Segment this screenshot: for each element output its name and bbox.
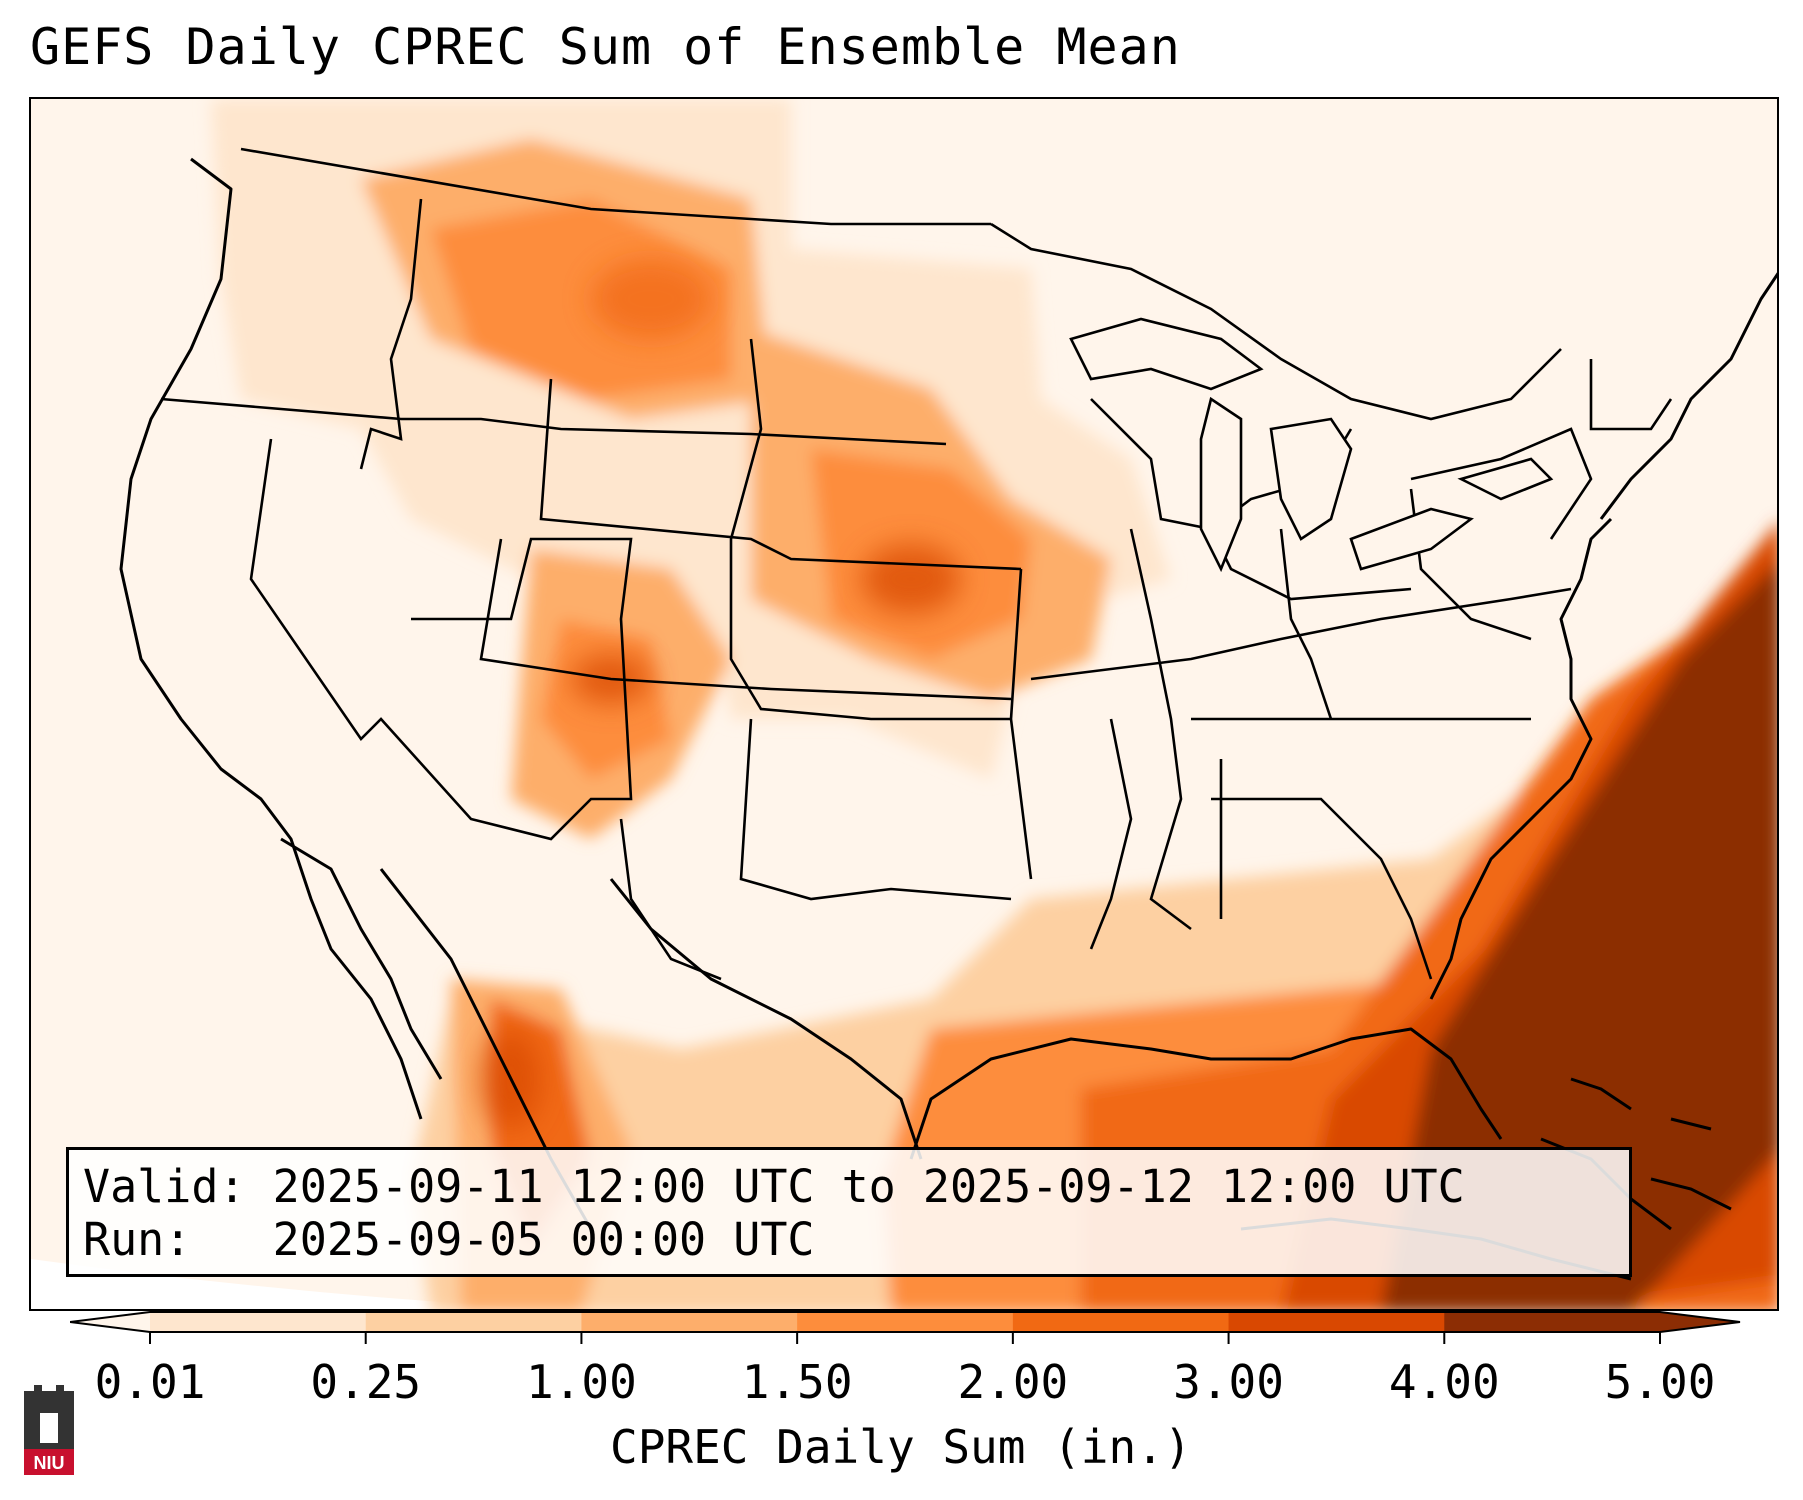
niu-logo: NIU [24, 1385, 74, 1475]
logo-banner [24, 1449, 74, 1475]
colorbar-segment [1444, 1312, 1661, 1332]
valid-range: 2025-09-11 12:00 UTC to 2025-09-12 12:00… [272, 1160, 1465, 1213]
colorbar-tick-label: 1.00 [526, 1355, 637, 1409]
run-time: 2025-09-05 00:00 UTC [272, 1213, 815, 1266]
colorbar-segment [150, 1312, 367, 1332]
colorbar-tick-label: 0.01 [94, 1355, 206, 1409]
logo-door [40, 1413, 58, 1443]
map-panel [29, 97, 1779, 1311]
colorbar-outline [70, 1311, 1741, 1333]
precip-map [31, 99, 1777, 1309]
colorbar-segment [581, 1312, 798, 1332]
colorbar-tick-label: 0.25 [310, 1355, 422, 1409]
colorbar-tick-label: 2.00 [957, 1355, 1069, 1409]
colorbar-tick-label: 3.00 [1173, 1355, 1284, 1409]
colorbar [70, 1311, 1741, 1344]
colorbar-segment [1228, 1312, 1445, 1332]
colorbar-tick-label: 1.50 [741, 1355, 853, 1409]
colorbar-tick-label: 5.00 [1604, 1355, 1716, 1409]
colorbar-tick-label: 4.00 [1388, 1355, 1500, 1409]
valid-label: Valid: [83, 1160, 246, 1213]
state-borders [160, 147, 1673, 981]
run-label: Run: [83, 1213, 192, 1266]
valid-run-info: Valid: 2025-09-11 12:00 UTC to 2025-09-1… [66, 1147, 1632, 1277]
logo-text: NIU [34, 1453, 65, 1473]
colorbar-segment [797, 1312, 1014, 1332]
colorbar-segment [365, 1312, 582, 1332]
map-title: GEFS Daily CPREC Sum of Ensemble Mean [30, 18, 1181, 76]
colorbar-over-extension [1660, 1312, 1740, 1332]
colorbar-segment [1012, 1312, 1230, 1332]
colorbar-title: CPREC Daily Sum (in.) [610, 1420, 1192, 1474]
colorbar-under-extension [70, 1312, 150, 1332]
great-lakes [1069, 317, 1554, 573]
